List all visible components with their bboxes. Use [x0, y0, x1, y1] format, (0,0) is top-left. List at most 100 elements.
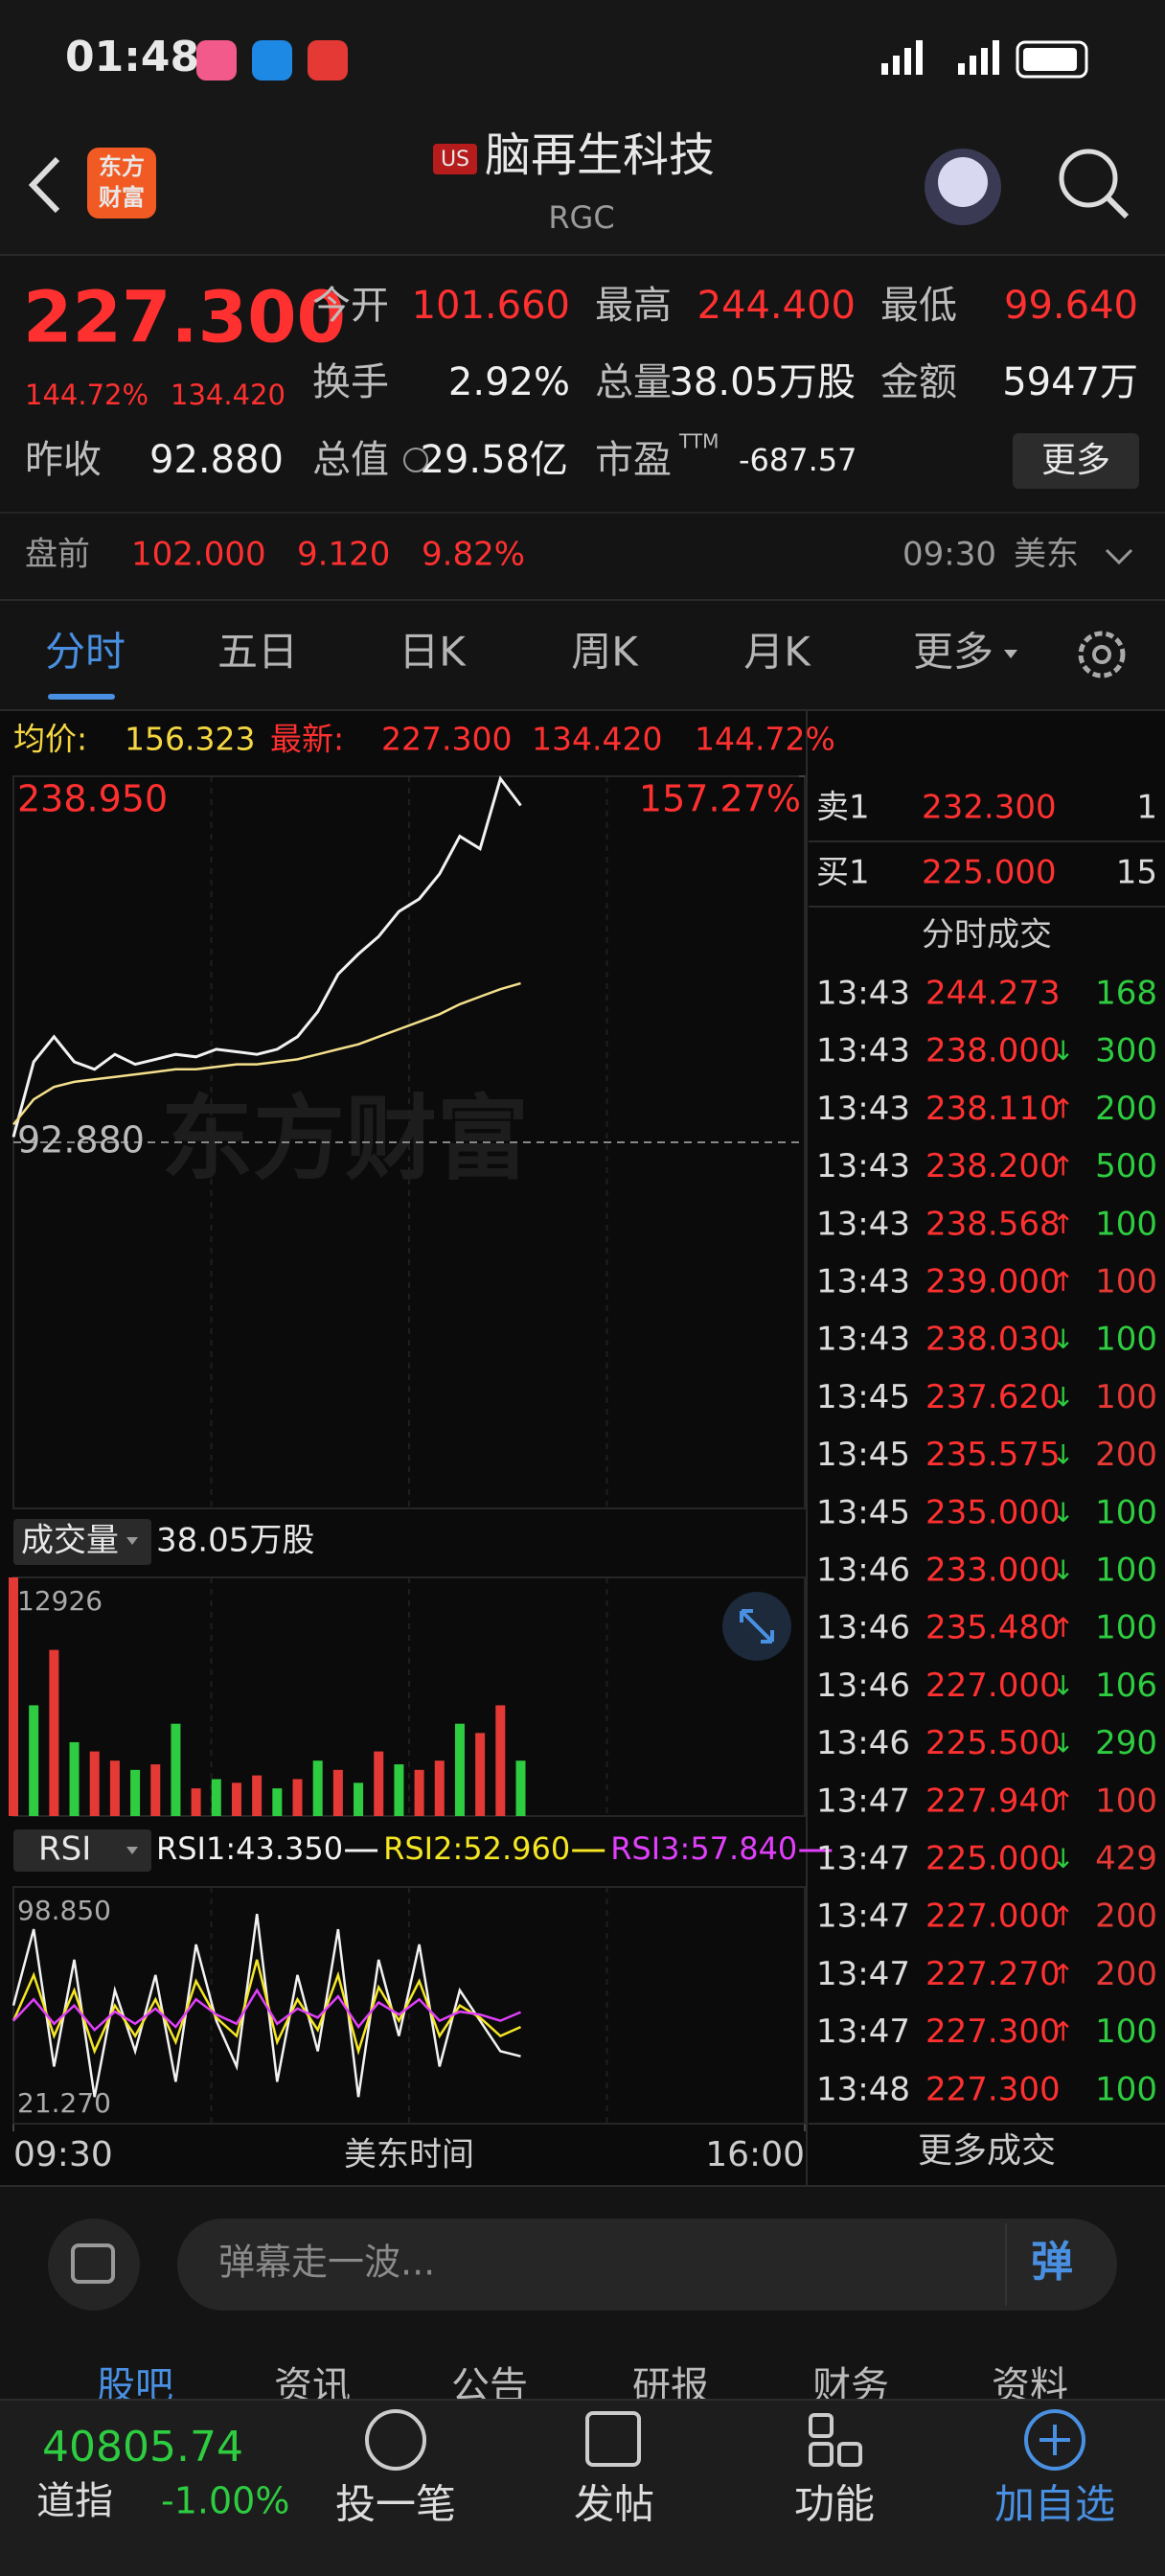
trade-time: 13:43	[816, 1321, 910, 1359]
comment-icon-button[interactable]	[48, 2219, 140, 2311]
volume-bar	[150, 1764, 161, 1816]
battery-level	[1023, 48, 1077, 71]
trade-time: 13:47	[816, 1898, 910, 1936]
indicator-title[interactable]: 成交量	[21, 1522, 119, 1560]
back-button[interactable]	[28, 156, 60, 214]
action-icon	[365, 2409, 426, 2471]
action-icon	[809, 2442, 834, 2467]
chart-tab[interactable]: 月K	[743, 629, 811, 676]
chart-tab[interactable]: 日K	[399, 629, 467, 676]
comment-input[interactable]	[177, 2219, 1117, 2311]
action-icon	[809, 2413, 834, 2438]
latest-label: 最新:	[270, 721, 344, 758]
trade-price: 244.273	[925, 975, 1061, 1013]
market-badge-text: US	[441, 148, 469, 172]
assistant-avatar-face	[938, 157, 988, 207]
volume-selector[interactable]	[13, 1519, 151, 1565]
volume-bar	[272, 1788, 283, 1816]
y-tick-label: 21.270	[17, 2087, 111, 2119]
avg-label: 均价:	[13, 721, 87, 758]
latest-change: 134.420	[532, 721, 662, 758]
field-label: 最低	[880, 284, 957, 328]
danmaku-button[interactable]: 弹	[1031, 2238, 1073, 2287]
more-button-text[interactable]: 更多	[1041, 441, 1110, 480]
trade-price: 233.000	[925, 1552, 1061, 1590]
chart-tab[interactable]: 更多	[913, 629, 994, 676]
trade-direction: ↓	[1052, 1035, 1074, 1067]
stock-ticker: RGC	[548, 199, 614, 236]
volume-bar	[374, 1751, 384, 1816]
chart-tab[interactable]: 五日	[217, 629, 298, 676]
app-logo	[87, 148, 156, 218]
volume-bar	[475, 1733, 486, 1816]
trade-time: 13:43	[816, 1090, 910, 1128]
trade-time: 13:43	[816, 1147, 910, 1185]
field-label: 总值	[312, 438, 389, 482]
field-value: 29.58亿	[420, 438, 568, 482]
trade-price: 238.200	[925, 1147, 1061, 1185]
trade-direction: ↑	[1052, 2016, 1074, 2048]
indicator-title[interactable]: RSI	[38, 1830, 91, 1869]
trade-volume: 200	[1095, 1955, 1157, 1993]
index-change: -1.00%	[161, 2480, 289, 2522]
volume-bar	[312, 1760, 323, 1816]
volume-bar	[211, 1779, 221, 1816]
book-price: 225.000	[922, 854, 1057, 892]
volume-bar	[454, 1723, 465, 1816]
field-value: 244.400	[697, 284, 856, 328]
field-label: 市盈	[595, 438, 672, 482]
book-side: 卖1	[816, 789, 870, 827]
more-trades-button[interactable]: 更多成交	[918, 2131, 1056, 2171]
trade-time: 13:43	[816, 1205, 910, 1243]
volume-bar	[434, 1760, 445, 1816]
field-value: 101.660	[412, 284, 570, 328]
footer-action[interactable]: 加自选	[994, 2481, 1115, 2528]
field-label: 总量	[595, 360, 672, 404]
trade-price: 239.000	[925, 1263, 1061, 1301]
x-axis-label: 美东时间	[344, 2136, 474, 2174]
market-badge	[433, 144, 477, 174]
chart-bg	[0, 710, 1165, 2186]
trade-volume: 200	[1095, 1898, 1157, 1936]
search-button[interactable]	[1059, 149, 1118, 208]
volume-bar	[354, 1782, 364, 1816]
more-button[interactable]	[1013, 433, 1139, 489]
trade-price: 227.300	[925, 2012, 1061, 2051]
footer-action[interactable]: 功能	[794, 2481, 875, 2528]
volume-bar	[130, 1769, 141, 1816]
indicator-selector[interactable]	[13, 1829, 151, 1872]
chart-tab[interactable]: 周K	[571, 629, 639, 676]
footer-action[interactable]: 投一笔	[335, 2481, 456, 2528]
dropdown-triangle	[126, 1847, 138, 1854]
dropdown-triangle	[1004, 650, 1017, 658]
chart-tab[interactable]: 分时	[45, 629, 126, 676]
settings-button[interactable]	[1078, 631, 1126, 678]
field-value: -687.57	[739, 442, 857, 478]
trade-direction: ↑	[1052, 1612, 1074, 1644]
status-time: 01:48	[65, 33, 199, 81]
premarket-price: 102.000	[131, 536, 266, 574]
trade-direction: ↑	[1052, 1092, 1074, 1124]
expand-chevron[interactable]	[1105, 548, 1133, 565]
field-value: 38.05万股	[669, 360, 856, 404]
comment-placeholder[interactable]: 弹幕走一波...	[218, 2242, 435, 2284]
trade-volume: 300	[1095, 1032, 1157, 1070]
trade-price: 238.568	[925, 1205, 1061, 1243]
avg-value: 156.323	[125, 721, 255, 758]
series-line	[12, 981, 521, 1126]
trade-price: 225.000	[925, 1840, 1061, 1878]
field-label: 金额	[880, 360, 957, 404]
footer-action[interactable]: 发帖	[574, 2481, 654, 2528]
trade-time: 13:47	[816, 1782, 910, 1820]
app-icon	[252, 40, 292, 80]
volume-bar	[69, 1741, 80, 1816]
trade-volume: 100	[1095, 1321, 1157, 1359]
legend-label: RSI2:52.960	[383, 1830, 570, 1867]
trade-time: 13:47	[816, 1840, 910, 1878]
y-tick-label: 12926	[17, 1585, 103, 1617]
x-tick-label: 16:00	[705, 2135, 805, 2174]
trade-time: 13:46	[816, 1724, 910, 1762]
app-icon	[196, 40, 237, 80]
y-tick-label: 238.950	[17, 778, 168, 820]
expand-icon	[740, 1609, 774, 1644]
